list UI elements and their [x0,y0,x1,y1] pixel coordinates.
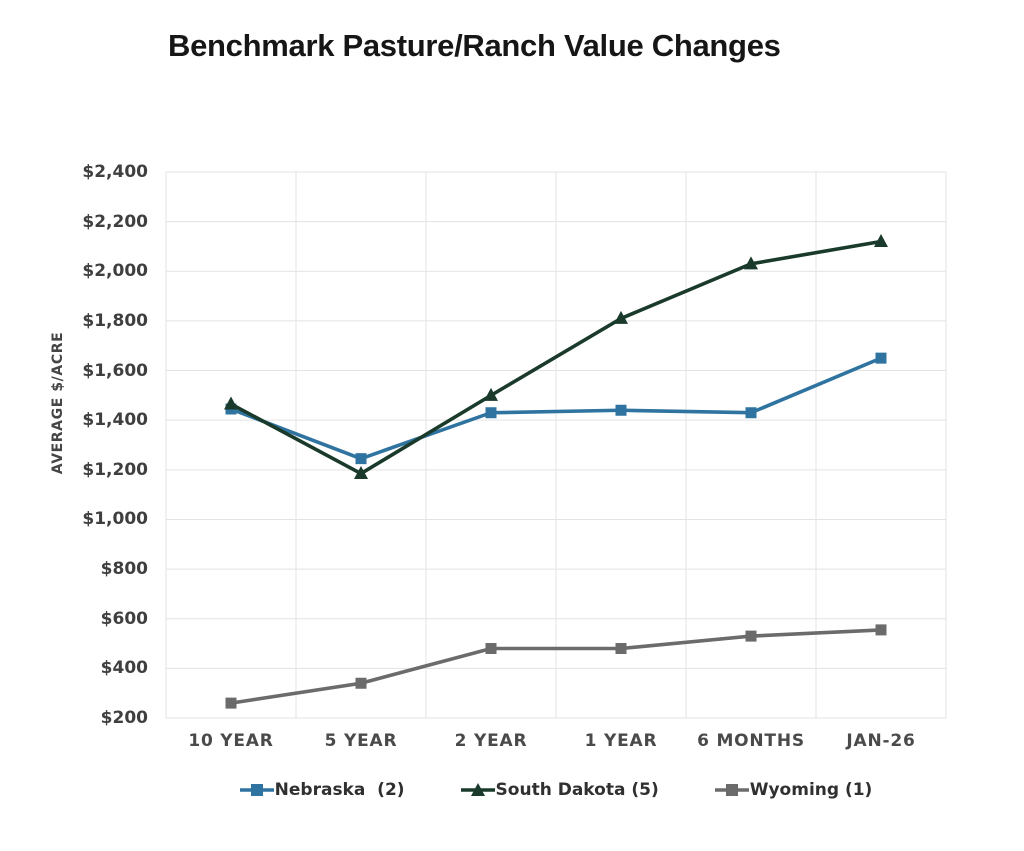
south-dakota-5-point-5-year [354,466,368,480]
south-dakota-5-point-1-year [614,310,628,324]
wyoming-1-point-2-year [485,643,497,655]
wyoming-1-line [230,628,882,705]
wyoming-1-point-1-year [615,643,627,655]
y-tick-label-600: $600 [100,608,148,629]
y-tick-label-2-200: $2,200 [82,211,148,232]
legend-label-nebraska-2: Nebraska (2) [274,780,405,800]
legend-item-wyoming-1: Wyoming (1) [714,780,873,800]
y-tick-label-1-600: $1,600 [82,360,148,381]
legend-label-south-dakota-5: South Dakota (5) [495,780,659,800]
y-tick-label-2-400: $2,400 [82,162,148,182]
south-dakota-5-point-10-year [224,396,238,410]
legend: Nebraska (2) South Dakota (5) Wyoming (1) [166,776,946,804]
legend-square [725,784,738,796]
nebraska-2-point-jan-26 [875,352,887,364]
chart-title: Benchmark Pasture/Ranch Value Changes [168,28,781,63]
y-tick-label-1-000: $1,000 [82,509,148,530]
legend-item-south-dakota-5: South Dakota (5) [460,780,659,800]
x-tick-label-jan-26: JAN-26 [846,731,916,751]
nebraska-2-point-1-year [615,404,627,416]
y-tick-label-1-200: $1,200 [82,459,148,480]
nebraska-2-point-5-year [355,453,367,465]
south-dakota-5-line [230,239,882,476]
x-tick-label-10-year: 10 YEAR [188,731,274,751]
wyoming-1-point-jan-26 [875,624,887,636]
nebraska-2-point-6-months [745,407,757,419]
legend-triangle [470,783,485,796]
south-dakota-5-legend-marker-icon [460,783,495,796]
wyoming-1-point-5-year [355,677,367,689]
y-tick-label-1-400: $1,400 [82,410,148,431]
x-tick-label-1-year: 1 YEAR [584,731,658,751]
wyoming-1-point-10-year [225,697,237,709]
x-tick-label-6-months: 6 MONTHS [697,731,805,751]
legend-square [250,784,263,796]
x-tick-label-5-year: 5 YEAR [324,731,398,751]
y-tick-label-200: $200 [100,708,148,728]
nebraska-2-line [230,356,882,461]
legend-item-nebraska-2: Nebraska (2) [239,780,405,800]
y-axis-title: AVERAGE $/ACRE [50,331,66,475]
x-tick-label-2-year: 2 YEAR [454,731,528,751]
legend-label-wyoming-1: Wyoming (1) [749,780,873,800]
y-tick-label-2-000: $2,000 [82,261,148,282]
y-tick-label-1-800: $1,800 [82,310,148,331]
wyoming-1-point-6-months [745,630,757,642]
nebraska-2-legend-marker-icon [239,784,274,796]
y-tick-label-800: $800 [100,559,148,580]
south-dakota-5-point-6-months [744,256,758,270]
nebraska-2-point-2-year [485,407,497,419]
wyoming-1-legend-marker-icon [714,784,749,796]
south-dakota-5-point-jan-26 [874,233,888,247]
y-tick-label-400: $400 [100,658,148,679]
south-dakota-5-point-2-year [484,387,498,401]
